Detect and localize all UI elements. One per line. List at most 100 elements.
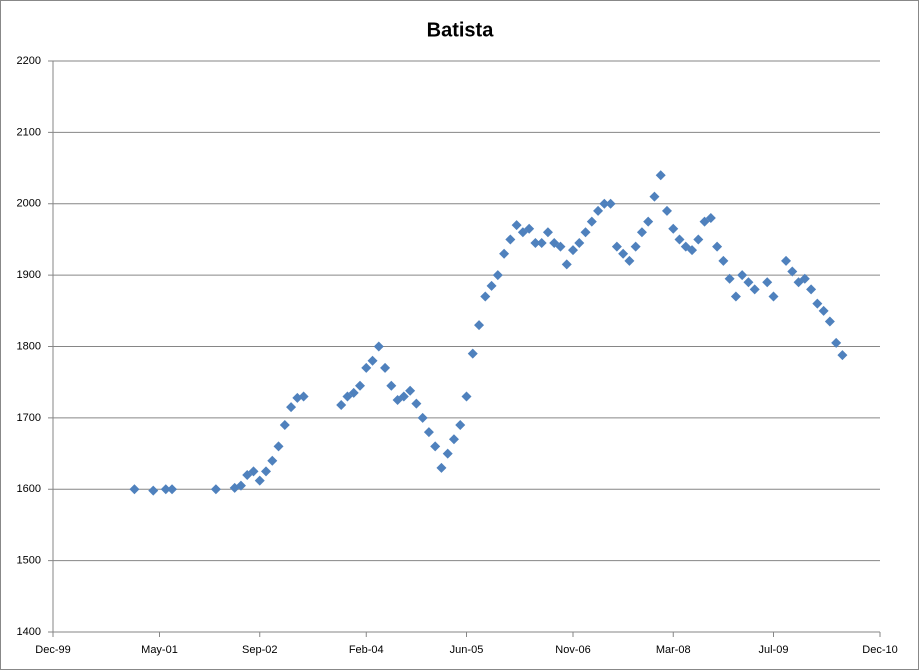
data-point xyxy=(129,484,140,495)
data-point xyxy=(630,241,641,252)
data-point xyxy=(417,412,428,423)
chart-title: Batista xyxy=(427,19,495,41)
x-tick-label: Nov-06 xyxy=(555,644,590,656)
data-point xyxy=(480,291,491,302)
x-tick-label: Dec-99 xyxy=(35,644,70,656)
data-point xyxy=(373,341,384,352)
data-point xyxy=(555,241,566,252)
y-tick-label: 2100 xyxy=(17,126,41,138)
data-point xyxy=(618,248,629,259)
data-point xyxy=(712,241,723,252)
data-point xyxy=(568,245,579,256)
y-tick-label: 2000 xyxy=(17,198,41,210)
data-point xyxy=(336,400,347,411)
data-point xyxy=(530,238,541,249)
data-point xyxy=(380,362,391,373)
y-tick-label: 1900 xyxy=(17,269,41,281)
data-point xyxy=(561,259,572,270)
x-tick-label: Sep-02 xyxy=(242,644,277,656)
data-point xyxy=(611,241,622,252)
data-point xyxy=(254,475,265,486)
data-point xyxy=(455,420,466,431)
data-point xyxy=(436,462,447,473)
data-point xyxy=(687,245,698,256)
data-point xyxy=(674,234,685,245)
data-point xyxy=(160,484,171,495)
data-point xyxy=(668,223,679,234)
data-point xyxy=(743,277,754,288)
data-point xyxy=(499,248,510,259)
data-point xyxy=(643,216,654,227)
data-point xyxy=(167,484,178,495)
data-point xyxy=(730,291,741,302)
data-point xyxy=(831,337,842,348)
data-point xyxy=(649,191,660,202)
data-point xyxy=(705,213,716,224)
data-point xyxy=(599,198,610,209)
data-point xyxy=(430,441,441,452)
y-tick-label: 2200 xyxy=(17,55,41,67)
x-tick-label: May-01 xyxy=(141,644,178,656)
x-tick-label: Jul-09 xyxy=(759,644,789,656)
data-point xyxy=(724,273,735,284)
data-point xyxy=(799,273,810,284)
data-point xyxy=(718,255,729,266)
data-point xyxy=(448,434,459,445)
data-point xyxy=(405,385,416,396)
x-tick-label: Dec-10 xyxy=(862,644,897,656)
x-tick-label: Jun-05 xyxy=(450,644,484,656)
data-point xyxy=(398,391,409,402)
data-point xyxy=(586,216,597,227)
data-point xyxy=(655,170,666,181)
data-point xyxy=(348,387,359,398)
y-tick-label: 1600 xyxy=(17,483,41,495)
data-point xyxy=(461,391,472,402)
data-point xyxy=(273,441,284,452)
x-tick-label: Mar-08 xyxy=(656,644,691,656)
data-point xyxy=(781,255,792,266)
data-point xyxy=(837,350,848,361)
data-point xyxy=(361,362,372,373)
data-point xyxy=(386,380,397,391)
y-tick-label: 1400 xyxy=(17,626,41,638)
data-point xyxy=(661,205,672,216)
data-point xyxy=(248,466,259,477)
data-point xyxy=(286,402,297,413)
data-point xyxy=(474,320,485,331)
data-point xyxy=(486,280,497,291)
data-point xyxy=(593,205,604,216)
data-point xyxy=(442,448,453,459)
data-point xyxy=(423,427,434,438)
data-point xyxy=(749,284,760,295)
data-point xyxy=(505,234,516,245)
data-point xyxy=(298,391,309,402)
data-point xyxy=(806,284,817,295)
data-point xyxy=(210,484,221,495)
data-point xyxy=(818,305,829,316)
data-point xyxy=(367,355,378,366)
data-point xyxy=(737,270,748,281)
data-point xyxy=(467,348,478,359)
data-point xyxy=(605,198,616,209)
data-point xyxy=(824,316,835,327)
y-tick-label: 1800 xyxy=(17,340,41,352)
data-point xyxy=(148,485,159,496)
x-tick-label: Feb-04 xyxy=(349,644,384,656)
data-point xyxy=(762,277,773,288)
data-point xyxy=(279,420,290,431)
data-point xyxy=(492,270,503,281)
data-point xyxy=(580,227,591,238)
data-point xyxy=(636,227,647,238)
y-tick-label: 1500 xyxy=(17,555,41,567)
data-point xyxy=(542,227,553,238)
data-point xyxy=(354,380,365,391)
data-point xyxy=(511,220,522,231)
data-point xyxy=(574,238,585,249)
data-point xyxy=(411,398,422,409)
data-point xyxy=(261,466,272,477)
data-point xyxy=(812,298,823,309)
data-point xyxy=(787,266,798,277)
